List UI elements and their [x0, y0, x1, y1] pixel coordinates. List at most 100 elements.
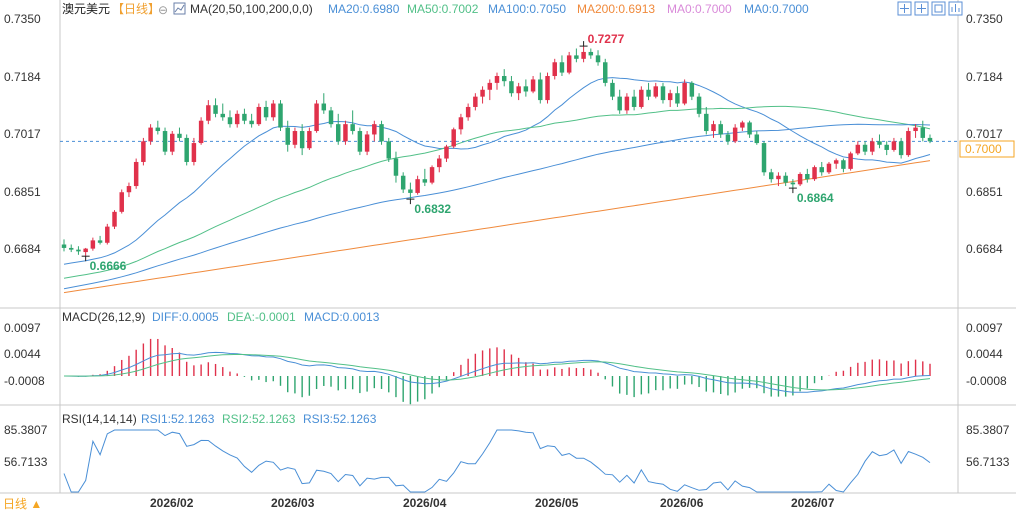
candle-body — [906, 131, 911, 156]
zoom-out-icon[interactable] — [914, 1, 929, 16]
candle-body — [523, 86, 529, 92]
zoom-in-icon[interactable] — [897, 1, 912, 16]
candle-body — [877, 141, 882, 145]
x-tick: 2026/07 — [791, 496, 835, 510]
candlesticks — [61, 46, 933, 257]
candle — [83, 247, 88, 257]
macd-tick-left: -0.0008 — [4, 374, 45, 388]
rsi-tick-left: 56.7133 — [4, 455, 48, 469]
ma-settings-icon[interactable] — [173, 2, 186, 15]
candle — [133, 158, 139, 189]
price-tick-right: 0.7350 — [966, 12, 1003, 26]
period-label[interactable]: 【日线】 — [112, 2, 160, 16]
macd-diff-line — [63, 351, 931, 393]
candle-body — [307, 131, 312, 149]
candle-body — [776, 175, 781, 180]
candle-body — [552, 62, 557, 77]
settings-icon[interactable]: ⊖ — [158, 3, 168, 17]
fit-icon[interactable] — [931, 1, 946, 16]
candle-body — [696, 96, 702, 114]
candle-body — [920, 127, 926, 138]
candle-body — [768, 172, 774, 180]
candle — [429, 165, 435, 185]
candle — [841, 158, 846, 173]
annotation-label: 0.6832 — [414, 202, 451, 216]
candle — [105, 223, 110, 245]
candle — [68, 244, 74, 253]
candle — [530, 76, 536, 94]
candle — [660, 82, 666, 104]
macd-plot — [63, 338, 931, 405]
candle-body — [422, 179, 428, 183]
candle — [170, 131, 175, 156]
candle — [906, 127, 911, 157]
chart-header: 澳元美元 【日线】 ⊖ MA(20,50,100,200,0,0) MA20:0… — [62, 1, 963, 17]
candle-body — [826, 163, 832, 173]
candle — [90, 237, 96, 251]
candle — [768, 168, 774, 183]
rsi3-value: RSI3:52.1263 — [303, 412, 377, 426]
candle — [271, 100, 276, 121]
candle-body — [285, 127, 290, 145]
candle — [444, 144, 449, 162]
price-annotations: 0.7277 0.6832 0.6864 0.6666 — [81, 32, 834, 273]
candle — [725, 131, 731, 145]
candle — [206, 100, 211, 125]
candle-body — [862, 144, 868, 152]
candle-body — [162, 131, 168, 152]
candle-body — [68, 247, 74, 250]
candle-body — [242, 113, 247, 121]
annotation-label: 0.7277 — [588, 32, 625, 46]
candle — [299, 124, 305, 156]
candle-body — [191, 143, 197, 162]
last-price-box: 0.7000 — [959, 140, 1015, 158]
candle — [256, 103, 262, 126]
rsi-line — [63, 429, 931, 493]
candle-body — [494, 76, 500, 83]
candle — [314, 100, 319, 133]
candle-body — [675, 93, 680, 104]
candle — [812, 165, 817, 181]
candle-body — [783, 175, 788, 183]
price-tick-left: 0.6851 — [4, 185, 41, 199]
candle-body — [408, 189, 413, 193]
candle — [335, 113, 341, 145]
candle — [494, 72, 500, 90]
price-tick-right: 0.7017 — [966, 127, 1003, 141]
candle-body — [870, 141, 875, 152]
candle-body — [299, 131, 305, 149]
candle-body — [624, 96, 630, 111]
candle — [278, 100, 283, 132]
candle — [422, 168, 428, 187]
candle-body — [653, 86, 659, 97]
candle-body — [343, 124, 348, 142]
rsi-tick-right: 85.3807 — [966, 423, 1010, 437]
rsi1-value: RSI1:52.1263 — [141, 412, 215, 426]
candle-body — [574, 55, 579, 59]
panel-frames — [0, 0, 1016, 494]
candle — [234, 110, 240, 128]
candle — [451, 127, 456, 149]
candle — [126, 182, 132, 198]
rsi-tick-left: 85.3807 — [4, 423, 48, 437]
candle — [213, 98, 218, 118]
candle — [321, 93, 327, 114]
candle-body — [487, 82, 493, 90]
candle-body — [725, 134, 731, 142]
candle-body — [689, 82, 695, 97]
candle — [920, 120, 926, 142]
candle-body — [927, 137, 933, 142]
macd-diff-value: DIFF:0.0005 — [152, 310, 219, 324]
candle-body — [234, 113, 240, 125]
macd-y-axis: 0.0097 0.0044 -0.0008 0.0097 0.0044 -0.0… — [4, 321, 1007, 388]
period-button-label[interactable]: 日线 ▲ — [3, 497, 42, 511]
x-axis: 2026/02 2026/03 2026/04 2026/05 2026/06 … — [150, 496, 835, 510]
price-y-axis-right: 0.7350 0.7184 0.7017 0.6851 0.6684 — [966, 12, 1003, 256]
bar-chart-icon[interactable] — [948, 1, 963, 16]
candle-body — [913, 127, 918, 132]
candle — [682, 79, 687, 106]
period-toggle-button[interactable]: 日线 ▲ — [3, 497, 42, 511]
toolbar — [897, 1, 963, 16]
ma20-line — [63, 77, 931, 265]
